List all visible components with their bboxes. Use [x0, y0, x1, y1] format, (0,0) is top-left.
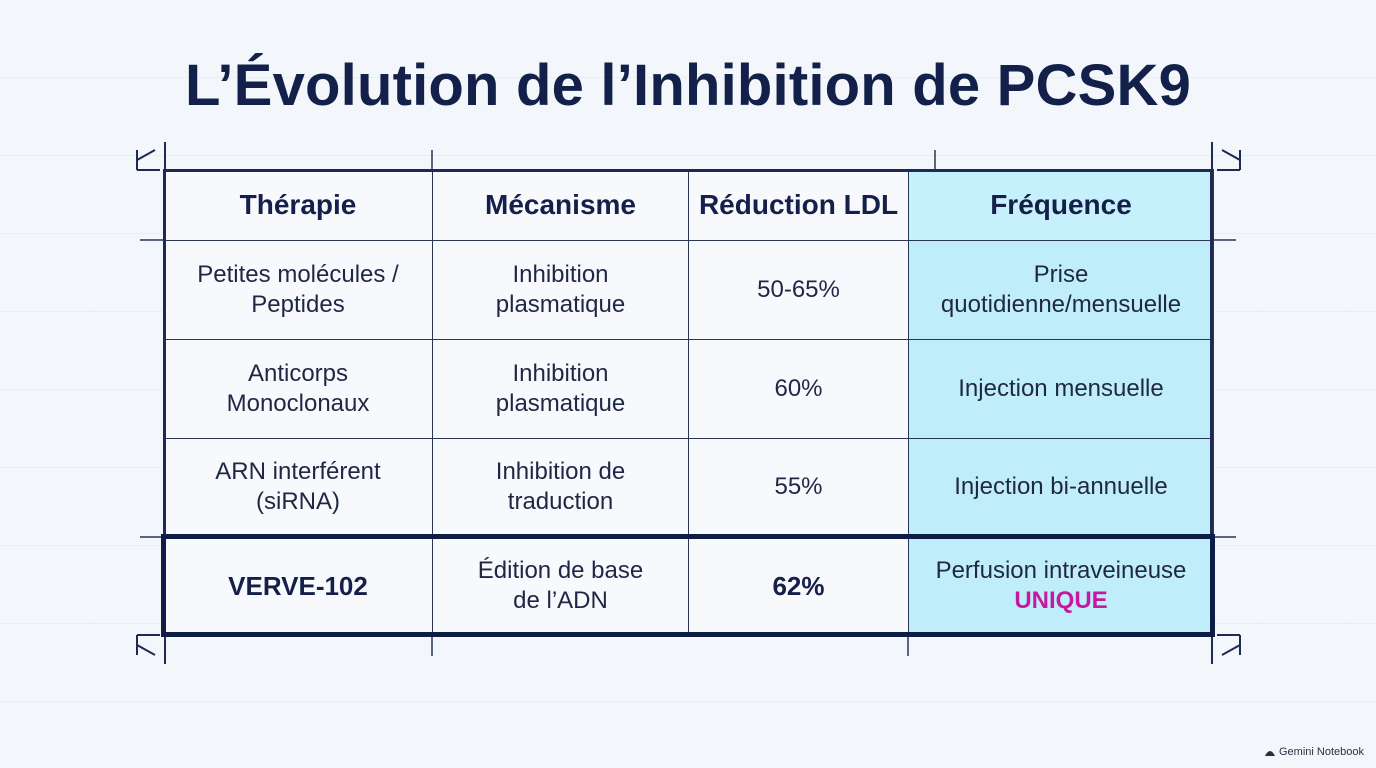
watermark-text: Gemini Notebook	[1279, 746, 1364, 758]
cell-mecanisme: Inhibition de traduction	[432, 437, 689, 538]
cell-therapie: Petites molécules / Peptides	[163, 240, 433, 340]
cell-reduction: 60%	[688, 338, 909, 439]
header-therapie: Thérapie	[163, 169, 433, 241]
cell-reduction: 55%	[688, 437, 909, 538]
cell-therapie: Anticorps Monoclonaux	[163, 338, 433, 439]
cell-mecanisme: Édition de base de l’ADN	[432, 536, 689, 636]
cell-reduction: 50-65%	[688, 240, 909, 340]
cell-frequence: Injection mensuelle	[908, 338, 1214, 439]
cell-therapie: VERVE-102	[163, 536, 433, 636]
cell-reduction: 62%	[688, 536, 909, 636]
table-row-highlighted: VERVE-102 Édition de base de l’ADN 62% Pe…	[163, 536, 1214, 636]
cell-mecanisme: Inhibition plasmatique	[432, 240, 689, 340]
table-header-row: Thérapie Mécanisme Réduction LDL Fréquen…	[163, 169, 1214, 241]
cell-frequence: Prise quotidienne/mensuelle	[908, 240, 1214, 340]
comparison-table: Thérapie Mécanisme Réduction LDL Fréquen…	[163, 169, 1214, 636]
cell-frequence: Injection bi-annuelle	[908, 437, 1214, 538]
header-reduction: Réduction LDL	[688, 169, 909, 241]
cell-therapie: ARN interférent (siRNA)	[163, 437, 433, 538]
table-row: Anticorps Monoclonaux Inhibition plasmatiq…	[163, 338, 1214, 439]
cell-frequence: Perfusion intraveineuse UNIQUE	[908, 536, 1214, 636]
notebook-logo-icon	[1265, 751, 1275, 756]
page-title: L’Évolution de l’Inhibition de PCSK9	[184, 53, 1192, 118]
watermark: Gemini Notebook	[1265, 746, 1364, 758]
unique-label: UNIQUE	[1014, 587, 1108, 615]
table-row: Petites molécules / Peptides Inhibition pl…	[163, 240, 1214, 340]
header-frequence: Fréquence	[908, 169, 1214, 241]
cell-mecanisme: Inhibition plasmatique	[432, 338, 689, 439]
header-mecanisme: Mécanisme	[432, 169, 689, 241]
table-row: ARN interférent (siRNA) Inhibition de trad…	[163, 437, 1214, 538]
